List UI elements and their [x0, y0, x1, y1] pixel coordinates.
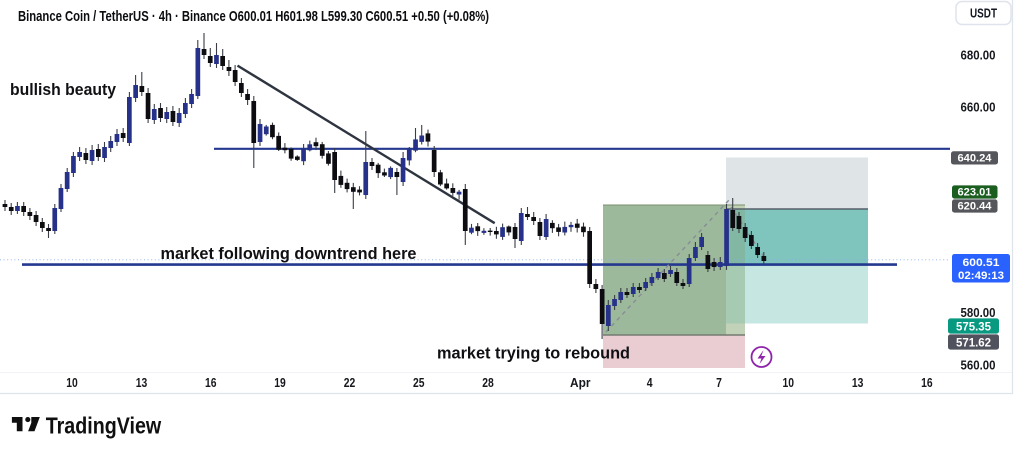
- svg-text:16: 16: [921, 375, 933, 390]
- svg-text:22: 22: [344, 375, 356, 390]
- svg-text:623.01: 623.01: [958, 187, 992, 199]
- svg-text:market following downtrend her: market following downtrend here: [161, 244, 417, 263]
- svg-text:680.00: 680.00: [961, 47, 996, 62]
- svg-text:575.35: 575.35: [956, 319, 991, 333]
- svg-text:19: 19: [274, 375, 286, 390]
- svg-text:640.24: 640.24: [958, 152, 993, 164]
- svg-text:28: 28: [482, 375, 494, 390]
- svg-text:25: 25: [413, 375, 425, 390]
- svg-text:13: 13: [136, 375, 148, 390]
- svg-text:Apr: Apr: [570, 375, 591, 390]
- svg-text:16: 16: [205, 375, 217, 390]
- svg-text:580.00: 580.00: [961, 305, 996, 320]
- svg-text:bullish beauty: bullish beauty: [10, 80, 117, 99]
- svg-text:market trying to rebound: market trying to rebound: [437, 344, 630, 363]
- svg-text:4: 4: [647, 375, 654, 390]
- svg-text:600.51: 600.51: [963, 257, 1000, 269]
- svg-text:571.62: 571.62: [956, 335, 991, 349]
- svg-text:560.00: 560.00: [961, 358, 996, 373]
- svg-text:13: 13: [852, 375, 864, 390]
- svg-text:10: 10: [783, 375, 795, 390]
- svg-text:02:49:13: 02:49:13: [958, 270, 1004, 282]
- svg-text:TradingView: TradingView: [46, 413, 162, 439]
- svg-text:620.44: 620.44: [958, 201, 993, 213]
- svg-text:7: 7: [716, 375, 722, 390]
- svg-text:Binance Coin / TetherUS · 4h ·: Binance Coin / TetherUS · 4h · Binance O…: [18, 8, 489, 25]
- svg-text:660.00: 660.00: [961, 100, 996, 115]
- svg-text:10: 10: [66, 375, 78, 390]
- svg-text:USDT: USDT: [970, 6, 997, 21]
